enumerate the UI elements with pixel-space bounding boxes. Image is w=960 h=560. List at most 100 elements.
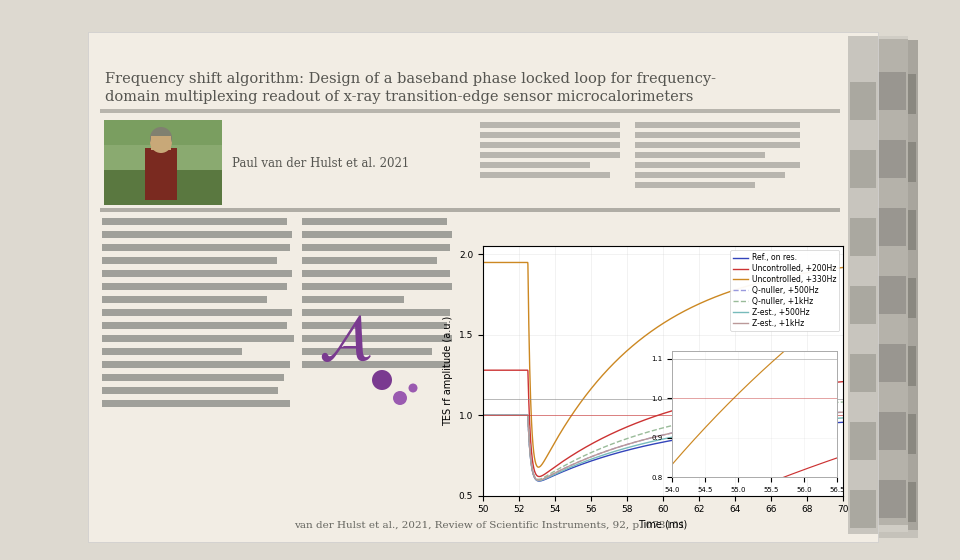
Bar <box>872 276 906 314</box>
Line: Z-est., +1kHz: Z-est., +1kHz <box>483 412 843 480</box>
Q-nuller, +500Hz <box>760 415 772 422</box>
Text: domain multiplexing readout of x-ray transition-edge sensor microcalorimeters: domain multiplexing readout of x-ray tra… <box>105 90 693 104</box>
Bar <box>302 244 450 251</box>
Bar <box>102 348 242 355</box>
Bar <box>872 412 906 450</box>
Q-nuller, +500Hz <box>643 435 655 442</box>
Circle shape <box>393 391 407 405</box>
Circle shape <box>150 131 172 153</box>
Uncontrolled, +200Hz <box>760 387 772 394</box>
Bar <box>100 208 840 212</box>
Bar <box>635 172 785 178</box>
Ref., on res. <box>534 478 545 484</box>
Text: Frequency shift algorithm: Design of a baseband phase locked loop for frequency-: Frequency shift algorithm: Design of a b… <box>105 72 716 86</box>
Q-nuller, +500Hz <box>837 409 849 416</box>
Bar <box>848 36 878 534</box>
Q-nuller, +1kHz <box>533 476 544 483</box>
Bar <box>302 270 450 277</box>
Uncontrolled, +330Hz <box>653 323 664 330</box>
Q-nuller, +1kHz <box>837 399 849 405</box>
Bar <box>102 335 294 342</box>
Bar <box>872 480 906 518</box>
Uncontrolled, +330Hz <box>533 464 544 470</box>
Bar <box>635 152 765 158</box>
Z-est., +1kHz <box>653 433 664 440</box>
Bar <box>480 142 620 148</box>
Bar <box>151 136 171 150</box>
Bar <box>302 348 432 355</box>
Bar <box>302 309 450 316</box>
Bar <box>635 182 755 188</box>
Q-nuller, +500Hz <box>653 433 664 440</box>
Z-est., +1kHz <box>477 412 489 418</box>
Bar <box>145 148 177 200</box>
Bar <box>104 120 222 145</box>
Line: Uncontrolled, +330Hz: Uncontrolled, +330Hz <box>483 263 843 467</box>
Uncontrolled, +200Hz <box>534 473 545 480</box>
Bar <box>882 482 916 522</box>
Bar <box>872 72 906 110</box>
Z-est., +500Hz <box>495 412 507 418</box>
Bar <box>102 218 287 225</box>
Z-est., +1kHz <box>495 412 507 418</box>
Text: van der Hulst et al., 2021, Review of Scientific Instruments, 92, p. 073101: van der Hulst et al., 2021, Review of Sc… <box>295 521 685 530</box>
Bar <box>480 162 590 168</box>
Uncontrolled, +330Hz <box>827 265 838 272</box>
Bar <box>302 361 450 368</box>
Z-est., +500Hz <box>837 414 849 421</box>
Bar <box>882 142 916 182</box>
Q-nuller, +500Hz <box>477 412 489 418</box>
Z-est., +1kHz <box>837 409 849 416</box>
Q-nuller, +1kHz <box>495 412 507 418</box>
Q-nuller, +500Hz <box>495 412 507 418</box>
Bar <box>882 74 916 114</box>
Bar <box>302 283 452 290</box>
Bar <box>850 82 876 120</box>
Uncontrolled, +200Hz <box>643 415 655 422</box>
Text: Paul van der Hulst et al. 2021: Paul van der Hulst et al. 2021 <box>232 157 409 170</box>
Bar <box>102 270 292 277</box>
FancyBboxPatch shape <box>88 32 878 542</box>
Z-est., +1kHz <box>643 435 655 442</box>
Bar <box>302 257 437 264</box>
Ref., on res. <box>837 419 849 426</box>
Bar <box>480 122 620 128</box>
Z-est., +500Hz <box>827 415 838 422</box>
Y-axis label: TES rf amplitude (a.u.): TES rf amplitude (a.u.) <box>444 316 453 426</box>
Uncontrolled, +330Hz <box>760 278 772 284</box>
Ref., on res. <box>643 442 655 449</box>
Bar <box>102 257 277 264</box>
FancyBboxPatch shape <box>108 36 908 532</box>
Bar <box>850 150 876 188</box>
Text: $\mathcal{A}$: $\mathcal{A}$ <box>318 310 372 372</box>
Bar <box>850 354 876 392</box>
Bar <box>882 210 916 250</box>
Bar <box>850 286 876 324</box>
Bar <box>102 244 290 251</box>
Line: Q-nuller, +1kHz: Q-nuller, +1kHz <box>483 402 843 479</box>
X-axis label: Time (ms): Time (ms) <box>638 520 687 530</box>
Circle shape <box>150 127 172 149</box>
Q-nuller, +500Hz <box>533 477 544 483</box>
Bar <box>302 296 404 303</box>
Bar <box>102 361 290 368</box>
Bar <box>302 218 447 225</box>
Bar <box>480 172 610 178</box>
Bar <box>635 162 800 168</box>
Z-est., +1kHz <box>827 409 838 416</box>
Uncontrolled, +330Hz <box>495 259 507 266</box>
Bar <box>872 140 906 178</box>
Circle shape <box>409 384 418 393</box>
Q-nuller, +500Hz <box>827 409 838 416</box>
Bar <box>635 132 800 138</box>
Uncontrolled, +200Hz <box>495 367 507 374</box>
Uncontrolled, +330Hz <box>477 259 489 266</box>
Bar <box>882 414 916 454</box>
Line: Ref., on res.: Ref., on res. <box>483 415 843 481</box>
FancyBboxPatch shape <box>118 40 918 538</box>
Bar <box>104 120 222 205</box>
Circle shape <box>372 370 392 390</box>
Uncontrolled, +200Hz <box>837 379 849 385</box>
Bar <box>102 309 292 316</box>
Ref., on res. <box>760 424 772 431</box>
